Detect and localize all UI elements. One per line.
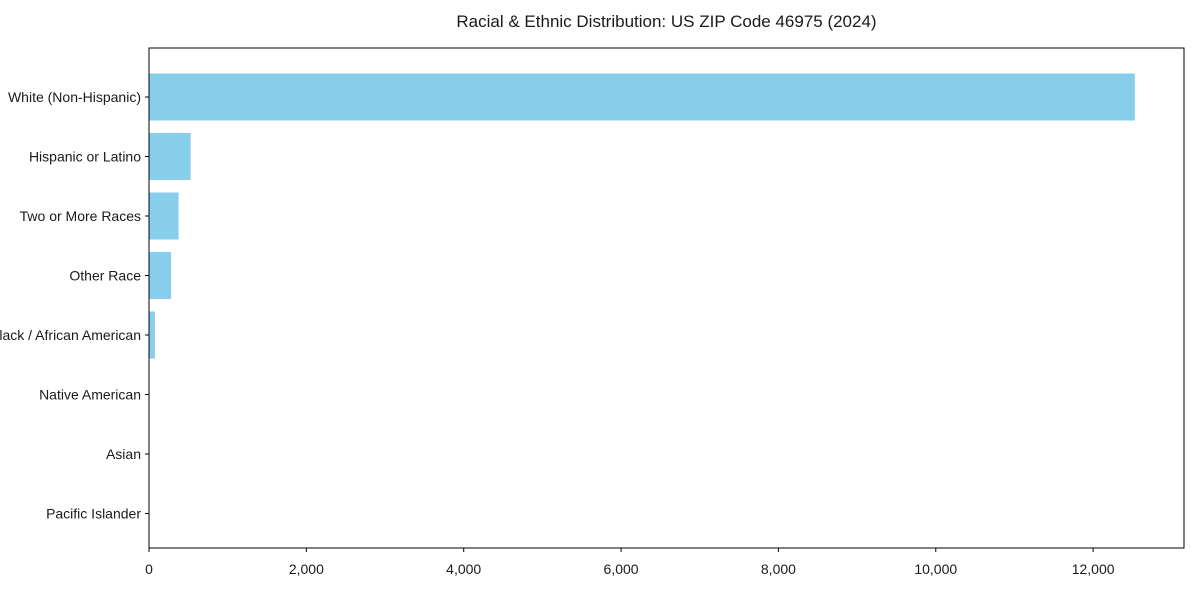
x-tick-label: 10,000: [914, 561, 957, 577]
x-tick-label: 12,000: [1072, 561, 1115, 577]
x-tick-label: 4,000: [446, 561, 481, 577]
y-tick-label-pacific-islander: Pacific Islander: [46, 505, 141, 521]
x-tick-label: 6,000: [604, 561, 639, 577]
y-tick-label-other-race: Other Race: [69, 267, 141, 283]
y-tick-label-asian: Asian: [106, 446, 141, 462]
y-tick-label-hispanic-or-latino: Hispanic or Latino: [29, 148, 141, 164]
chart-title: Racial & Ethnic Distribution: US ZIP Cod…: [456, 12, 877, 31]
plot-border: [148, 47, 1185, 549]
y-tick-label-native-american: Native American: [39, 386, 141, 402]
bar-white-non-hispanic: [149, 73, 1135, 121]
x-tick-label: 2,000: [289, 561, 324, 577]
bar-two-or-more-races: [149, 192, 179, 240]
x-tick-label: 8,000: [761, 561, 796, 577]
y-tick-label-black-african-american: Black / African American: [0, 327, 141, 343]
y-tick-label-white-non-hispanic: White (Non-Hispanic): [8, 89, 141, 105]
bar-other-race: [149, 252, 172, 299]
bar-black-african-american: [149, 311, 155, 359]
bar-hispanic-or-latino: [149, 133, 191, 180]
x-tick-label: 0: [145, 561, 153, 577]
y-tick-label-two-or-more-races: Two or More Races: [20, 208, 141, 224]
